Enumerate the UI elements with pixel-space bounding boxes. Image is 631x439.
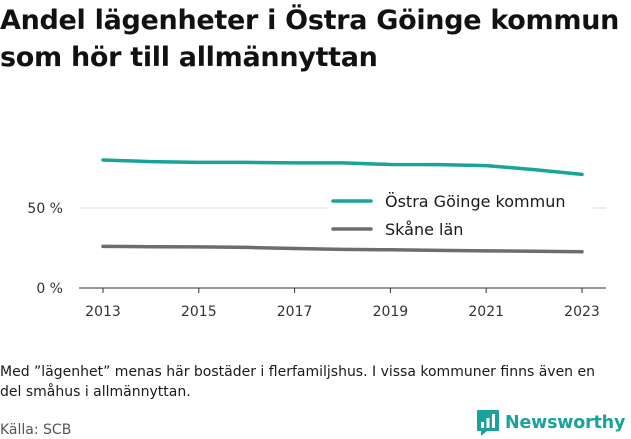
source-label: Källa: SCB [0,422,72,438]
x-tick-label: 2013 [85,304,121,320]
bar-chart-speech-bubble-icon [477,410,499,436]
x-tick-label: 2019 [373,304,409,320]
series-line-östra-göinge-kommun [101,158,584,177]
x-tick-label: 2015 [181,304,217,320]
series-lines [101,158,584,254]
series-line-skåne-län [101,244,584,254]
legend: Östra Göinge kommun Skåne län [327,190,591,240]
legend-label: Östra Göinge kommun [385,192,565,211]
x-axis: 2013 2015 2017 2019 2021 2023 [85,288,600,320]
x-tick-label: 2023 [564,304,600,320]
y-axis-ticks: 0 % 50 % [27,201,63,297]
x-tick-label: 2017 [277,304,313,320]
y-tick-label: 50 % [27,201,63,217]
legend-label: Skåne län [385,220,463,239]
x-tick-label: 2021 [468,304,504,320]
y-tick-label: 0 % [36,281,63,297]
brand-name: Newsworthy [505,413,626,433]
chart-title: Andel lägenheter i Östra Göinge kommun s… [0,5,620,73]
legend-background [327,190,591,212]
legend-background [327,218,591,240]
newsworthy-logo: Newsworthy [476,409,625,437]
line-chart: 0 % 50 % 2013 2015 2017 2019 2021 2023 Östra G… [27,158,606,320]
footnote: Med ”lägenhet” menas här bostäder i fler… [0,364,595,400]
